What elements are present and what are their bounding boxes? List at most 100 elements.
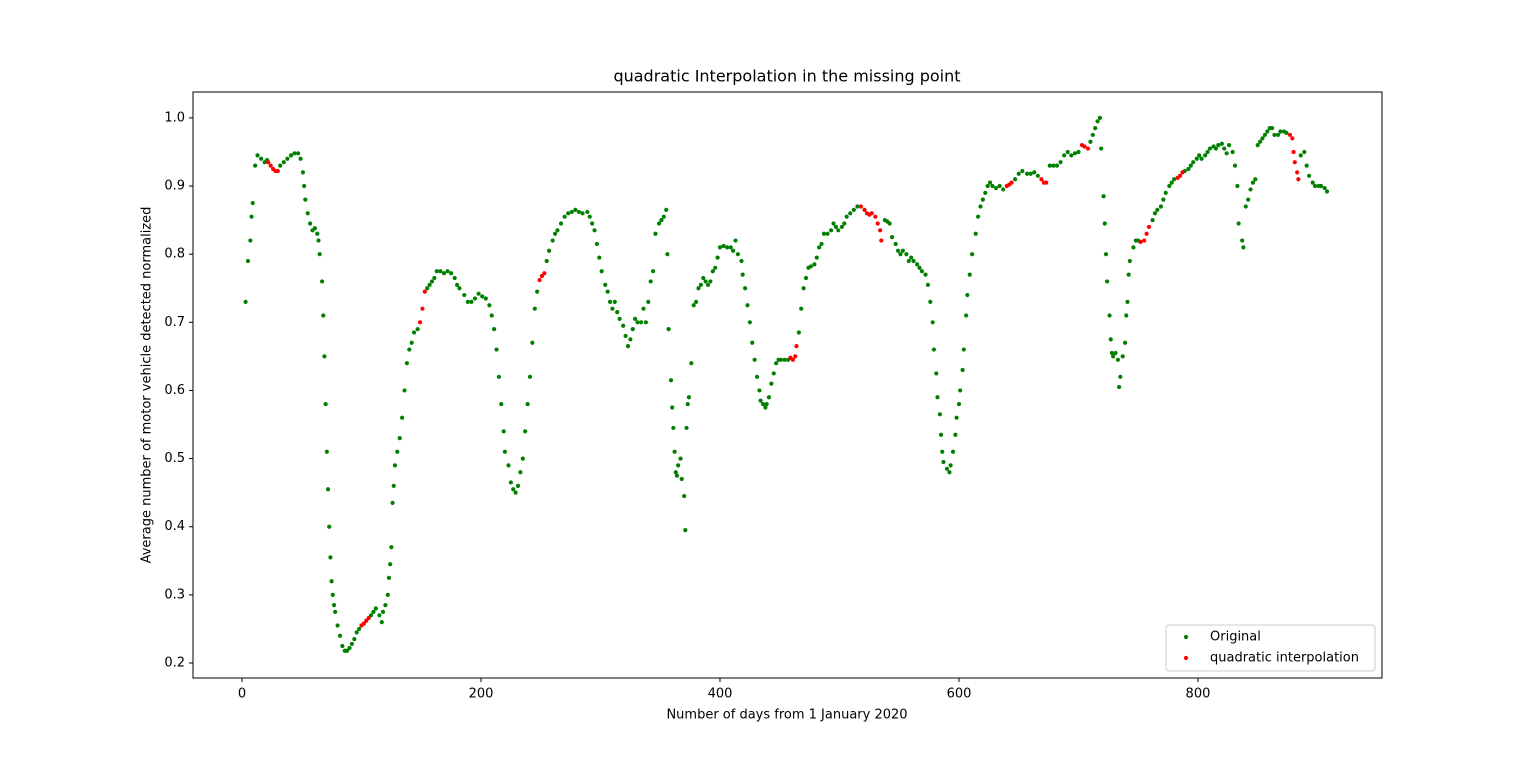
point — [1032, 170, 1037, 175]
point — [1124, 313, 1129, 318]
point — [445, 269, 450, 274]
point — [844, 214, 849, 219]
legend-box — [1165, 624, 1376, 672]
point — [641, 306, 646, 311]
point — [392, 463, 398, 468]
point — [938, 432, 944, 437]
point — [352, 637, 357, 642]
point — [454, 282, 460, 287]
point — [281, 160, 286, 165]
point — [985, 183, 990, 189]
point — [954, 415, 959, 420]
point — [633, 316, 638, 322]
point — [298, 156, 303, 161]
point — [923, 272, 928, 277]
point — [997, 183, 1002, 189]
point — [305, 211, 310, 216]
point — [1290, 136, 1295, 141]
point — [1013, 177, 1018, 182]
point — [415, 327, 420, 332]
point — [721, 243, 726, 249]
point — [625, 344, 631, 349]
point — [964, 313, 969, 318]
point — [682, 493, 687, 499]
point — [898, 252, 903, 257]
point — [1090, 132, 1095, 138]
point — [300, 170, 306, 175]
point — [661, 214, 666, 219]
point — [312, 226, 317, 231]
point — [782, 357, 787, 362]
point — [1262, 132, 1267, 138]
point — [708, 279, 713, 284]
point — [1180, 170, 1185, 175]
point — [429, 279, 435, 284]
point — [465, 299, 470, 304]
point — [1219, 141, 1224, 146]
point — [476, 291, 481, 296]
point — [1203, 153, 1208, 158]
point — [1054, 163, 1060, 168]
point — [696, 286, 701, 291]
point — [731, 248, 736, 253]
point — [542, 271, 547, 276]
point — [1269, 126, 1275, 131]
point — [967, 272, 972, 277]
point — [1241, 245, 1246, 250]
point — [656, 221, 662, 226]
point — [511, 487, 516, 492]
point — [1292, 160, 1297, 165]
point — [1324, 189, 1330, 194]
point — [402, 388, 407, 393]
point — [1287, 132, 1293, 138]
point — [1284, 130, 1289, 135]
point — [715, 255, 720, 260]
point — [592, 228, 597, 233]
point — [250, 200, 255, 206]
point — [537, 277, 542, 283]
legend-marker — [1183, 655, 1189, 661]
point — [472, 296, 478, 301]
point — [1120, 354, 1125, 359]
point — [639, 320, 644, 325]
point — [1158, 204, 1164, 209]
point — [1020, 168, 1025, 174]
point — [1103, 252, 1109, 257]
point — [1205, 149, 1210, 155]
point — [462, 292, 467, 298]
point — [487, 303, 492, 308]
point — [325, 487, 331, 492]
point — [1161, 197, 1166, 202]
point — [576, 209, 582, 215]
point — [330, 592, 335, 597]
point — [515, 483, 521, 488]
point — [735, 252, 741, 257]
point — [1028, 171, 1033, 176]
point — [760, 401, 766, 407]
point — [502, 449, 507, 454]
point — [825, 231, 830, 236]
point — [701, 275, 706, 281]
point — [956, 401, 962, 407]
point — [839, 224, 844, 230]
x-tick-label: 400 — [708, 687, 733, 702]
point — [539, 273, 545, 279]
point — [329, 579, 334, 584]
point — [1250, 180, 1256, 185]
point — [457, 286, 462, 291]
point — [754, 374, 760, 379]
y-axis-label: Average number of motor vehicle detected… — [140, 207, 155, 564]
point — [814, 255, 819, 260]
point — [803, 275, 809, 281]
series-points — [243, 115, 1330, 653]
point — [383, 602, 388, 608]
point — [427, 282, 432, 287]
point — [1152, 211, 1158, 216]
point — [740, 272, 745, 277]
point — [1107, 313, 1112, 318]
point — [373, 606, 378, 611]
point — [285, 156, 290, 161]
point — [420, 306, 425, 311]
point — [409, 340, 414, 345]
point — [1099, 146, 1104, 151]
